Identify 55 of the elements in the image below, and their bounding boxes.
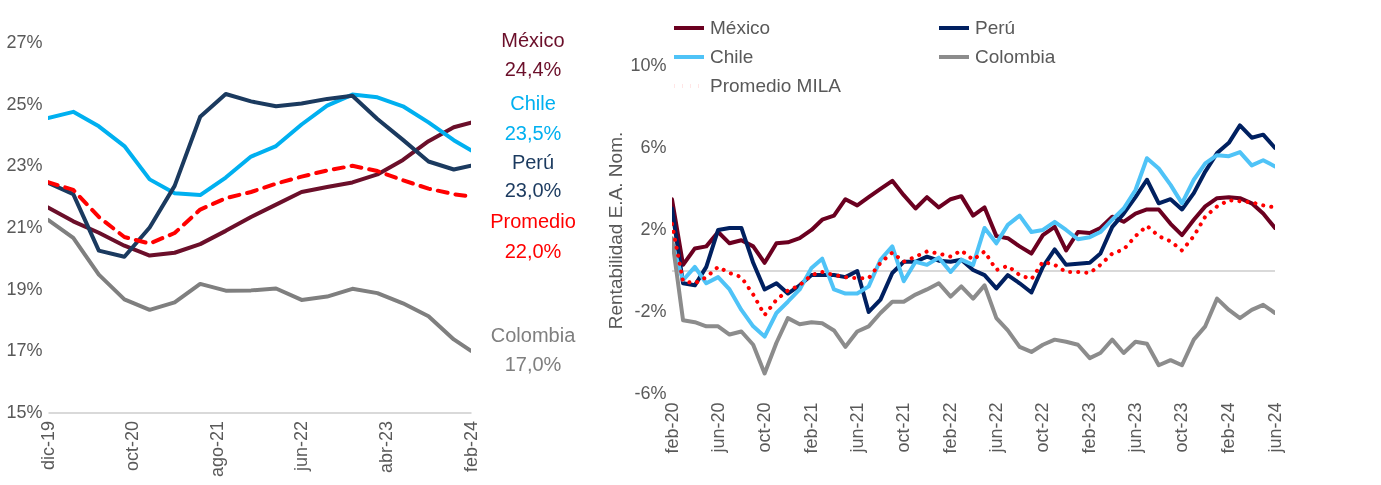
x-tick-label: ago-21 — [206, 420, 227, 478]
x-tick-label: dic-19 — [37, 420, 58, 471]
legend-label: Chile — [710, 45, 754, 67]
y-tick-label: 19% — [6, 278, 43, 299]
annotation: 24,4% — [504, 57, 562, 80]
y-tick-label: 15% — [6, 401, 43, 422]
x-tick-label: feb-24 — [460, 420, 481, 473]
y-tick-label: -6% — [634, 383, 667, 404]
y-tick-label: 25% — [6, 93, 43, 114]
x-tick-label: jun-21 — [846, 402, 867, 454]
legend-label: Colombia — [975, 45, 1056, 67]
x-tick-label: oct-20 — [754, 402, 775, 453]
legend-label: México — [710, 16, 771, 38]
line-series — [672, 198, 1275, 318]
y-tick-label: 27% — [6, 31, 43, 52]
annotation: 23,0% — [504, 178, 562, 201]
y-tick-label: 2% — [640, 219, 667, 240]
y-tick-label: 6% — [640, 137, 667, 158]
y-tick-label: 10% — [630, 55, 667, 76]
x-tick-label: feb-23 — [1079, 402, 1100, 454]
x-tick-label: oct-22 — [1032, 402, 1053, 453]
legend-label: Perú — [975, 16, 1016, 38]
x-tick-label: oct-21 — [893, 402, 914, 453]
x-tick-label: feb-24 — [1218, 402, 1239, 454]
x-tick-label: jun-22 — [985, 402, 1006, 454]
annotation: 22,0% — [504, 239, 562, 262]
x-tick-label: feb-20 — [661, 402, 682, 454]
line-series — [672, 236, 1275, 376]
line-series — [48, 217, 471, 353]
y-tick-label: 21% — [6, 216, 43, 237]
series-label: Promedio — [490, 209, 576, 232]
x-tick-label: jun-22 — [291, 420, 312, 473]
x-tick-label: oct-23 — [1171, 402, 1192, 453]
text: México — [501, 28, 565, 51]
series-label: Colombia — [490, 323, 577, 346]
x-tick-label: feb-22 — [940, 402, 961, 454]
x-tick-label: feb-21 — [801, 402, 822, 454]
annotation: 17,0% — [504, 352, 562, 375]
annotation: 23,5% — [504, 122, 562, 145]
x-tick-label: jun-24 — [1264, 402, 1285, 454]
line-series — [48, 91, 471, 259]
x-tick-label: jun-23 — [1124, 402, 1145, 454]
line-series — [48, 92, 471, 198]
line-series — [48, 120, 471, 258]
y-tick-label: 23% — [6, 155, 43, 176]
text: Perú — [511, 150, 555, 173]
text: Chile — [510, 92, 556, 115]
x-tick-label: oct-20 — [122, 420, 143, 472]
y-axis-title: Rentabilidad E.A. Nom. — [605, 131, 627, 330]
line-series — [672, 178, 1275, 267]
y-tick-label: 17% — [6, 340, 43, 361]
x-tick-label: jun-20 — [707, 402, 728, 454]
x-tick-label: abr-23 — [375, 420, 396, 474]
legend-label: Promedio MILA — [710, 74, 842, 96]
y-tick-label: -2% — [634, 301, 667, 322]
